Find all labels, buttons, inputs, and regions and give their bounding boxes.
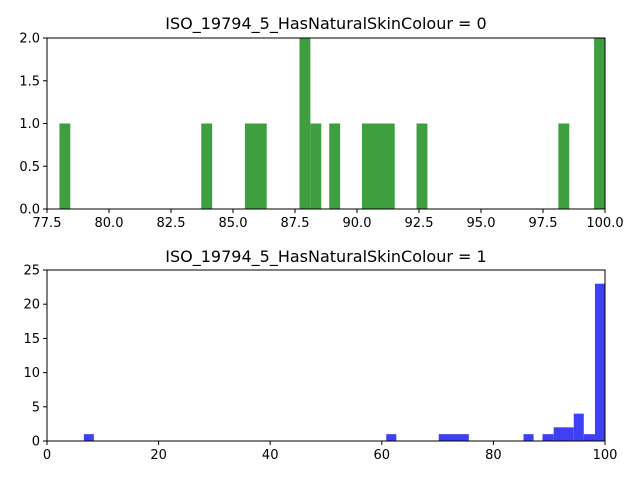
y-tick-label: 15 [23,332,40,347]
histogram-bar [438,434,469,441]
y-tick-label: 20 [23,298,40,313]
histogram-bar [310,123,322,209]
histogram-bar [594,283,605,441]
x-tick-label: 80 [485,448,502,463]
x-tick-label: 87.5 [281,216,310,231]
y-tick-label: 1.5 [19,74,40,89]
chart-title: ISO_19794_5_HasNaturalSkinColour = 1 [165,247,486,267]
y-tick-label: 25 [23,264,40,279]
x-tick-label: 95.0 [467,216,496,231]
histogram-bar [244,123,267,209]
histogram-bar [558,123,570,209]
histogram-bar [542,434,554,441]
x-tick-label: 100.0 [586,216,623,231]
histogram-bar [329,123,341,209]
x-tick-label: 97.5 [529,216,558,231]
histogram-bar [416,123,428,209]
histogram-bar [299,38,311,209]
histogram-bar [386,434,397,441]
chart-panel-skin-colour-1: ISO_19794_5_HasNaturalSkinColour = 1 0 20 4… [23,247,617,463]
x-tick-label: 77.5 [33,216,62,231]
y-tick-label: 5 [32,400,40,415]
y-tick-label: 10 [23,366,40,381]
y-tick-label: 2.0 [19,32,40,47]
x-tick-label: 60 [374,448,391,463]
histogram-bar [59,123,71,209]
histogram-bar [201,123,213,209]
x-tick-label: 100 [593,448,618,463]
y-tick-label: 0.0 [19,203,40,218]
y-tick-label: 1.0 [19,117,40,132]
histogram-bar [573,413,584,441]
chart-panel-skin-colour-0: ISO_19794_5_HasNaturalSkinColour = 0 77.5… [19,14,623,231]
axes-frame [46,37,606,210]
x-tick-label: 85.0 [219,216,248,231]
histogram-bar [594,38,605,209]
x-tick-label: 90.0 [343,216,372,231]
histogram-bar [553,427,574,441]
y-tick-label: 0.5 [19,160,40,175]
x-tick-label: 92.5 [405,216,434,231]
y-tick-label: 0 [32,435,40,450]
x-tick-label: 20 [150,448,167,463]
x-tick-label: 82.5 [157,216,186,231]
histogram-bar [361,123,395,209]
histogram-bar [583,434,595,441]
x-tick-label: 80.0 [95,216,124,231]
x-tick-label: 0 [43,448,51,463]
chart-title: ISO_19794_5_HasNaturalSkinColour = 0 [165,14,486,34]
histogram-bar [83,434,94,441]
x-tick-label: 40 [262,448,279,463]
axes-frame [46,269,606,442]
histogram-bar [523,434,534,441]
